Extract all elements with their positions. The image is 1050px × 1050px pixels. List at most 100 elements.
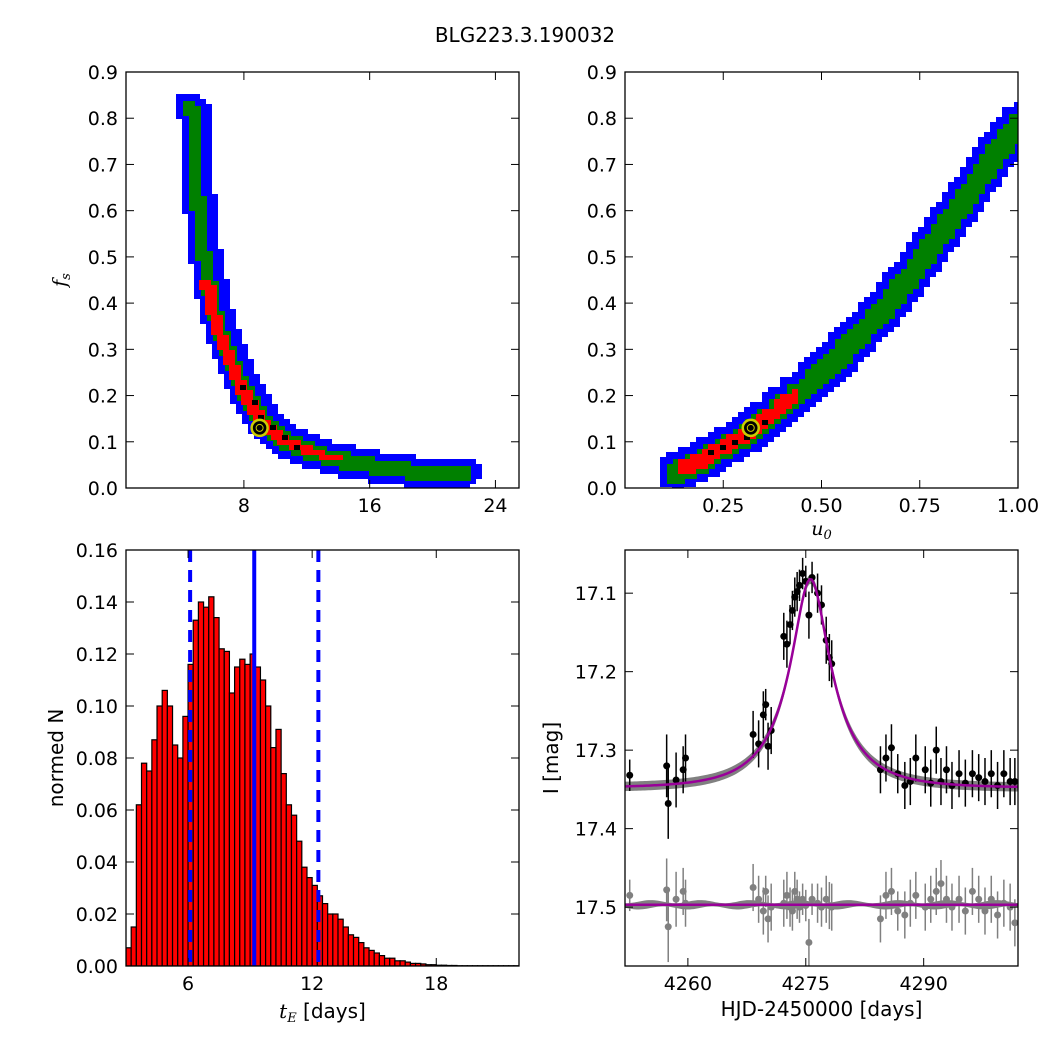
heatmap-cell [392,474,398,479]
heatmap-cell [356,449,362,454]
heatmap-cell [1032,117,1038,122]
heatmap-cell [345,451,351,456]
heatmap-cell [176,114,182,119]
heatmap-cell [452,459,458,464]
heatmap-cell [936,262,942,267]
heatmap-cell [978,142,984,147]
heatmap-cell [858,347,864,352]
axis-ticks: 6 12 18 0.00 0.02 0.04 0.06 0.08 0.10 0.12 0.14 0.1… [76,540,519,995]
heatmap-cell [990,182,996,187]
heatmap-cell [937,224,943,229]
heatmap-cell [762,424,768,429]
heatmap-cell [799,384,805,389]
heatmap-cell [997,159,1003,164]
heatmap-cell [816,352,822,357]
heatmap-cell [200,159,206,164]
heatmap-cell [930,212,936,217]
heatmap-cell [913,259,919,264]
heatmap-cell [805,384,811,389]
heatmap-cell [212,274,218,279]
heatmap-cell [967,194,973,199]
data-point [887,744,895,752]
heatmap-cell [960,172,966,177]
heatmap-cell [344,469,350,474]
data-point [663,762,671,770]
heatmap-cell [440,459,446,464]
heatmap-cell [344,474,350,479]
heatmap-cell [786,399,792,404]
heatmap-cell [877,319,883,324]
heatmap-cell [907,284,913,289]
heatmap-cell [750,402,756,407]
heatmap-cell [930,272,936,277]
heatmap-cell [774,414,780,419]
heatmap-cell [1032,132,1038,137]
heatmap-cell [260,439,266,444]
heatmap-cell [678,459,684,464]
heatmap-cell [979,154,985,159]
heatmap-cell [925,249,931,254]
heatmap-cell [799,379,805,384]
heatmap-cell [308,464,314,469]
heatmap-cell [714,444,720,449]
heatmap-cell [260,399,266,404]
heatmap-cell [895,294,901,299]
heatmap-cell [211,295,217,300]
heatmap-cell [816,387,822,392]
histogram-bar [156,705,163,966]
heatmap-cell [984,132,990,137]
heatmap-cell [1026,122,1032,127]
heatmap-cell [757,434,763,439]
heatmap-cell [870,337,876,342]
heatmap-cell [786,394,792,399]
heatmap-cell [853,339,859,344]
data-point [987,770,995,778]
heatmap-cell [1008,152,1014,157]
heatmap-cell [888,267,894,272]
heatmap-cell [937,239,943,244]
heatmap-cell [183,111,189,116]
heatmap-cell [792,372,798,377]
heatmap-cell [732,452,738,457]
heatmap-cell [194,99,200,104]
heatmap-cell [907,274,913,279]
heatmap-cell [852,312,858,317]
heatmap-cell [417,466,423,471]
heatmap-cell [739,444,745,449]
heatmap-cell [195,161,201,166]
heatmap-cell [918,227,924,232]
heatmap-cell [822,382,828,387]
heatmap-cell [984,137,990,142]
heatmap-cell [182,194,188,199]
heatmap-cell [931,239,937,244]
heatmap-level-outer [176,94,482,488]
heatmap-cell [435,466,441,471]
residual-point [887,887,895,895]
heatmap-cell [744,412,750,417]
heatmap-cell [774,409,780,414]
heatmap-cell [314,434,320,439]
heatmap-cell [906,297,912,302]
heatmap-cell [236,399,242,404]
data-point [942,766,950,774]
heatmap-cell [780,382,786,387]
heatmap-cell [859,339,865,344]
x-tick-label: 6 [182,973,194,995]
heatmap-cell [762,402,768,407]
heatmap-cell [943,209,949,214]
heatmap-cell [224,279,230,284]
data-point [1011,778,1018,786]
heatmap-cell [195,176,201,181]
heatmap-cell [1009,119,1015,124]
heatmap-cell [871,304,877,309]
heatmap-cell [972,152,978,157]
heatmap-cell [738,457,744,462]
heatmap-cell [296,429,302,434]
heatmap-cell [997,149,1003,154]
heatmap-cell [889,294,895,299]
heatmap-cell [297,436,303,441]
heatmap-cell [889,284,895,289]
heatmap-cell [678,464,684,469]
axis-ticks: 4260 4275 4290 17.1 17.2 17.3 17.4 17.5 [575,550,1018,995]
heatmap-cell [985,164,991,169]
